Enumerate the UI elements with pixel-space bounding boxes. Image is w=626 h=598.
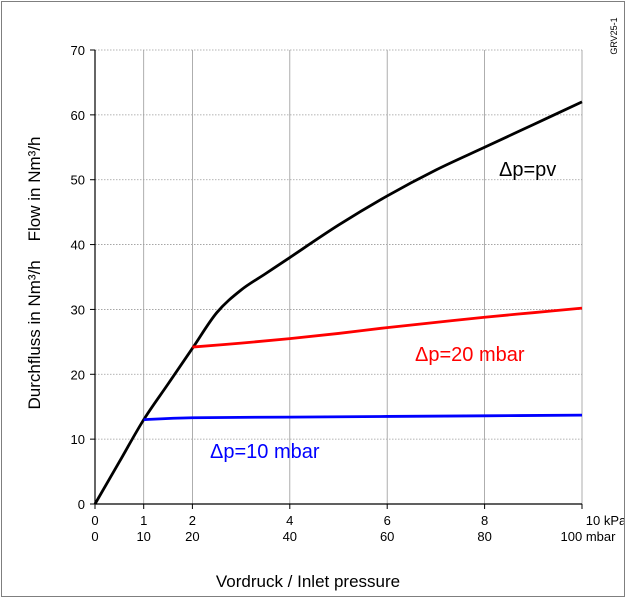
x-tick-label-kpa: 4 <box>286 513 293 528</box>
x-tick-label-kpa: 1 <box>140 513 147 528</box>
y-tick-label: 60 <box>71 108 85 123</box>
x-tick-label-kpa: 6 <box>384 513 391 528</box>
curves <box>93 100 583 505</box>
series-label-dp-10: Δp=10 mbar <box>210 441 320 463</box>
y-tick-label: 30 <box>71 302 85 317</box>
y-tick-label: 20 <box>71 367 85 382</box>
x-tick-label-kpa: 8 <box>481 513 488 528</box>
x-tick-label-mbar: 10 <box>136 529 150 544</box>
series-line-2 <box>143 413 583 422</box>
x-tick-label-mbar: 20 <box>185 529 199 544</box>
y-axis-title: Durchfluss in Nm³/h Flow in Nm³/h <box>25 137 44 410</box>
y-tick-label: 10 <box>71 432 85 447</box>
x-tick-label-kpa: 2 <box>189 513 196 528</box>
series-label-dp-pv: Δp=pv <box>499 159 556 181</box>
x-tick-label-kpa: 0 <box>91 513 98 528</box>
y-tick-label: 70 <box>71 43 85 58</box>
x-tick-label-mbar: 60 <box>380 529 394 544</box>
y-tick-label: 50 <box>71 173 85 188</box>
x-tick-label-mbar: 0 <box>91 529 98 544</box>
y-tick-label: 40 <box>71 238 85 253</box>
x-tick-label-mbar: 40 <box>283 529 297 544</box>
x-axis-title: Vordruck / Inlet pressure <box>216 572 400 591</box>
series-line-1 <box>192 306 583 349</box>
series-label-dp-20: Δp=20 mbar <box>415 344 525 366</box>
series-line-0 <box>93 100 583 505</box>
grid-lines <box>95 49 583 504</box>
figure-code: GRV25-1 <box>609 17 619 54</box>
y-tick-label: 0 <box>78 497 85 512</box>
x-tick-label-mbar: 80 <box>477 529 491 544</box>
axes <box>90 49 583 509</box>
x-tick-label-kpa: 10 kPa <box>586 513 624 528</box>
x-tick-label-mbar: 100 mbar <box>561 529 617 544</box>
